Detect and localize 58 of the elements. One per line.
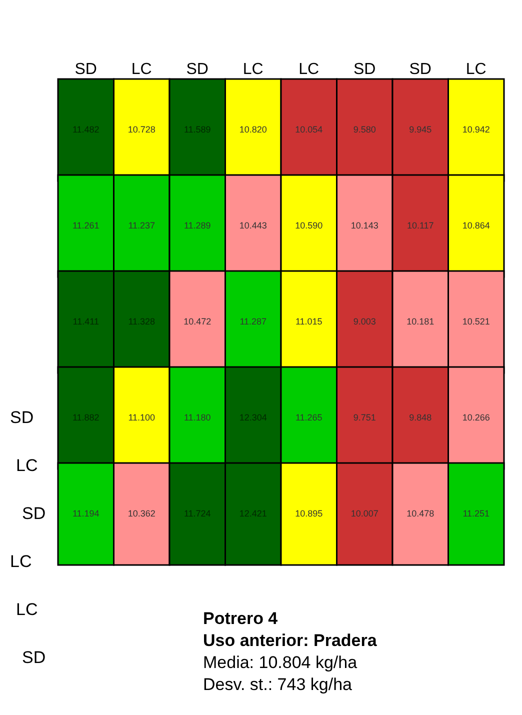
data-label: 10.472 [184,316,212,326]
data-label: 10.007 [350,508,378,518]
x-tick-label: SD [354,61,376,78]
x-tick-label: SD [74,61,97,78]
x-tick-label: LC [298,61,320,78]
data-label: 9.580 [353,124,376,134]
data-label: 11.289 [184,220,211,230]
data-label: 10.590 [295,220,323,230]
data-label: 11.015 [295,316,322,326]
data-label: 9.003 [353,316,376,326]
data-label: 10.143 [350,220,378,230]
data-label: 11.482 [72,124,100,134]
data-label: 10.728 [128,124,156,134]
data-label: 12.304 [239,412,267,422]
x-tick-label: SD [409,61,432,78]
data-label: 9.945 [409,124,432,134]
data-label: 11.100 [128,412,156,422]
data-label: 10.864 [462,220,490,230]
data-label: 10.478 [406,508,434,518]
x-tick-label: SD [186,61,208,78]
data-label: 10.117 [406,220,434,230]
data-label: 10.054 [295,124,323,134]
text: Desv. st.: 743 kg/ha [203,674,353,696]
x-tick-label: LC [242,61,264,78]
text: Potrero 4 [203,608,279,630]
data-label: 11.237 [128,220,156,230]
text: LC [15,600,39,621]
x-tick-label: LC [466,61,486,78]
data-label: 10.181 [406,316,434,326]
data-label: 11.194 [72,508,100,518]
text: Media: 10.804 kg/ha [203,652,358,674]
data-label: 11.328 [128,316,156,326]
data-label: 11.180 [184,412,211,422]
data-label: 11.882 [72,412,100,422]
data-label: 10.820 [239,124,267,134]
data-label: 10.895 [295,508,323,518]
data-label: 11.411 [72,316,99,326]
text: LC [10,552,33,573]
data-label: 11.251 [462,508,490,518]
text: SD [21,504,46,525]
data-label: 9.751 [353,412,376,422]
data-label: 11.287 [240,316,267,326]
data-label: 11.724 [184,508,211,518]
data-label: 11.261 [72,220,100,230]
data-label: 10.521 [462,316,490,326]
text: LC [15,456,39,477]
data-label: 10.266 [462,412,490,422]
text: Uso anterior: Pradera [203,630,377,652]
data-label: 11.589 [184,124,211,134]
data-label: 9.848 [409,412,432,422]
data-label: 10.443 [239,220,267,230]
data-label: 10.942 [462,124,490,134]
data-label: 11.265 [295,412,322,422]
data-label: 12.421 [239,508,267,518]
x-tick-label: LC [131,61,152,78]
data-label: 10.362 [128,508,156,518]
text: SD [21,648,46,669]
text: SD [10,408,35,429]
